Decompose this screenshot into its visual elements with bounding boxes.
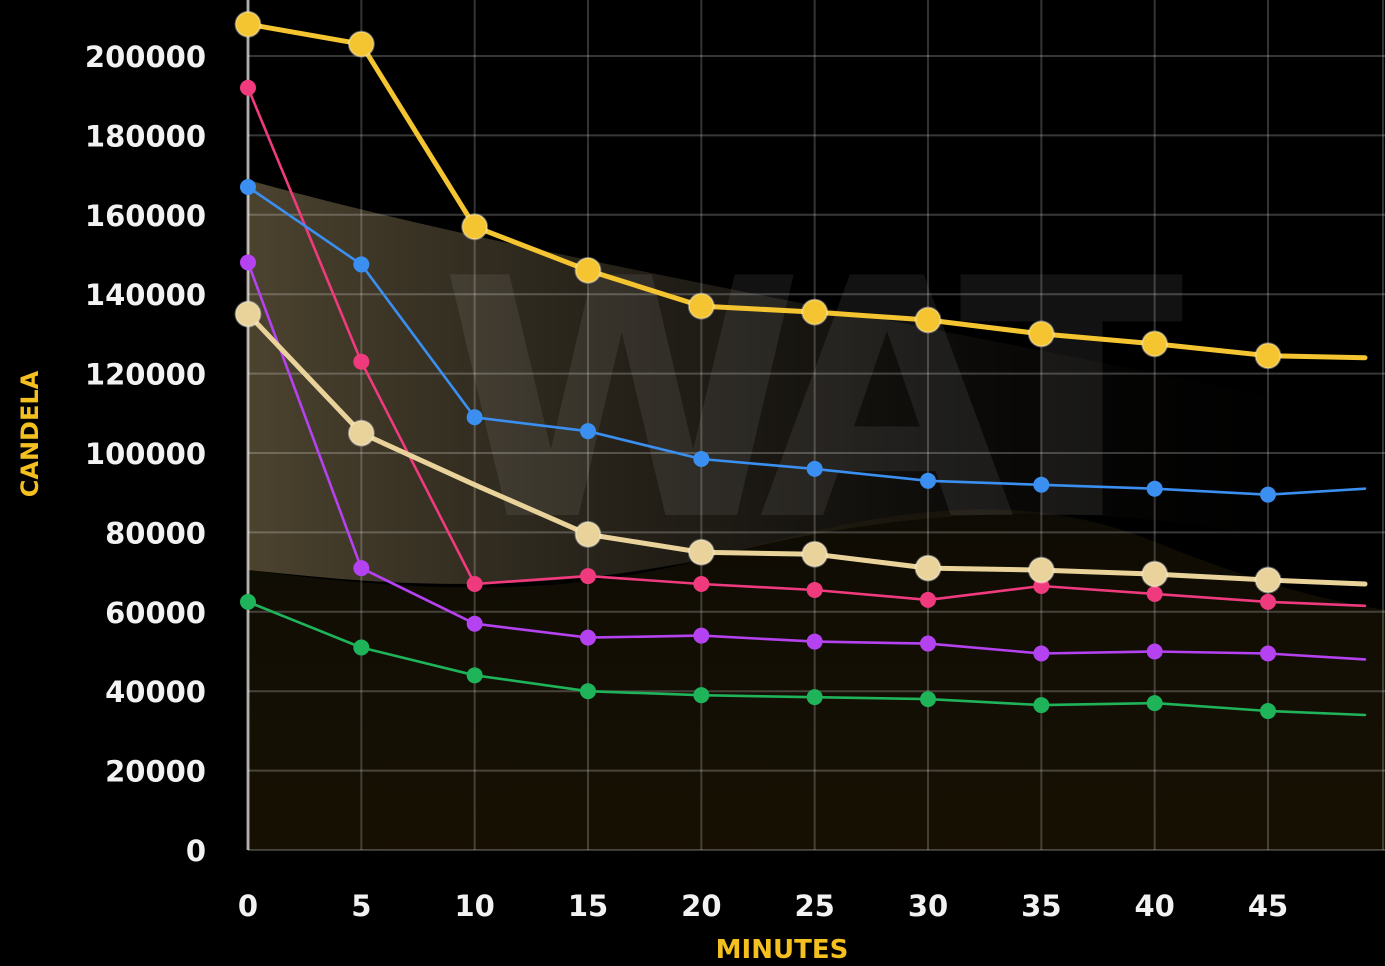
data-point bbox=[806, 689, 823, 706]
data-point bbox=[693, 576, 710, 593]
x-tick-label: 35 bbox=[1021, 889, 1061, 923]
data-point bbox=[693, 627, 710, 644]
data-point bbox=[1146, 643, 1163, 660]
background-decor: WAT bbox=[248, 180, 1385, 850]
y-tick-label: 40000 bbox=[105, 675, 206, 709]
data-point bbox=[1033, 697, 1050, 714]
data-point bbox=[347, 419, 375, 447]
data-point bbox=[461, 213, 489, 241]
y-tick-label: 120000 bbox=[85, 358, 206, 392]
y-tick-label: 100000 bbox=[85, 437, 206, 471]
y-tick-label: 160000 bbox=[85, 199, 206, 233]
x-tick-label: 45 bbox=[1248, 889, 1288, 923]
series-layer bbox=[234, 10, 1368, 720]
data-point bbox=[806, 633, 823, 650]
data-point bbox=[920, 691, 936, 708]
data-point bbox=[806, 460, 823, 477]
y-tick-label: 80000 bbox=[105, 516, 206, 550]
data-point bbox=[240, 254, 256, 271]
data-point bbox=[353, 639, 370, 656]
data-point bbox=[466, 667, 483, 684]
data-point bbox=[1141, 560, 1169, 588]
data-point bbox=[1027, 320, 1055, 348]
x-axis-ticks: 0 5 10 15 20 25 30 35 40 45 bbox=[238, 889, 1288, 923]
data-point bbox=[466, 409, 483, 426]
data-point bbox=[240, 593, 256, 610]
y-tick-label: 60000 bbox=[105, 596, 206, 630]
x-tick-label: 5 bbox=[351, 889, 371, 923]
x-tick-label: 25 bbox=[794, 889, 834, 923]
series-2 bbox=[240, 79, 1367, 610]
data-point bbox=[1260, 703, 1276, 720]
y-tick-label: 0 bbox=[186, 834, 206, 868]
x-axis-title: MINUTES bbox=[716, 935, 849, 965]
data-point bbox=[353, 256, 370, 273]
data-point bbox=[801, 298, 829, 326]
data-point bbox=[240, 79, 256, 96]
data-point bbox=[801, 540, 829, 568]
data-point bbox=[914, 554, 942, 582]
data-point bbox=[1260, 645, 1276, 662]
data-point bbox=[580, 683, 596, 700]
data-point bbox=[806, 581, 823, 598]
data-point bbox=[1033, 645, 1050, 662]
watermark-text: WAT bbox=[440, 209, 1186, 593]
y-tick-label: 140000 bbox=[85, 278, 206, 312]
x-tick-label: 20 bbox=[681, 889, 721, 923]
data-point bbox=[693, 687, 710, 704]
data-point bbox=[1027, 556, 1055, 584]
data-point bbox=[574, 520, 602, 548]
data-point bbox=[466, 615, 483, 632]
data-point bbox=[580, 423, 596, 440]
data-point bbox=[1146, 585, 1163, 602]
data-point bbox=[1146, 695, 1163, 712]
data-point bbox=[580, 629, 596, 646]
y-tick-label: 20000 bbox=[105, 755, 206, 789]
data-point bbox=[687, 292, 715, 320]
data-point bbox=[1033, 476, 1050, 493]
x-tick-label: 0 bbox=[238, 889, 258, 923]
y-axis-title: CANDELA bbox=[16, 370, 44, 497]
data-point bbox=[1254, 342, 1282, 370]
data-point bbox=[353, 353, 370, 370]
x-tick-label: 10 bbox=[454, 889, 494, 923]
data-point bbox=[914, 306, 942, 334]
data-point bbox=[1254, 566, 1282, 594]
data-point bbox=[693, 450, 710, 467]
data-point bbox=[1260, 593, 1276, 610]
data-point bbox=[687, 538, 715, 566]
data-point bbox=[580, 568, 596, 585]
series-3 bbox=[240, 179, 1367, 503]
x-tick-label: 15 bbox=[568, 889, 608, 923]
data-point bbox=[920, 635, 936, 652]
data-point bbox=[353, 560, 370, 577]
series-0 bbox=[240, 593, 1367, 720]
y-tick-label: 200000 bbox=[85, 40, 206, 74]
series-1 bbox=[240, 254, 1367, 662]
data-point bbox=[466, 576, 483, 593]
data-point bbox=[574, 256, 602, 284]
data-point bbox=[234, 10, 262, 38]
data-point bbox=[234, 300, 262, 328]
data-point bbox=[1260, 486, 1276, 503]
series-5 bbox=[234, 10, 1368, 370]
y-axis-ticks: 0 20000 40000 60000 80000 100000 120000 140000 1… bbox=[85, 40, 206, 868]
data-point bbox=[1033, 577, 1050, 594]
data-point bbox=[1141, 330, 1169, 358]
x-tick-label: 40 bbox=[1134, 889, 1174, 923]
x-tick-label: 30 bbox=[908, 889, 948, 923]
series-4 bbox=[234, 300, 1368, 594]
data-point bbox=[920, 472, 936, 489]
y-tick-label: 180000 bbox=[85, 119, 206, 153]
data-point bbox=[1146, 480, 1163, 497]
data-point bbox=[347, 30, 375, 58]
data-point bbox=[920, 591, 936, 608]
data-point bbox=[240, 179, 256, 196]
